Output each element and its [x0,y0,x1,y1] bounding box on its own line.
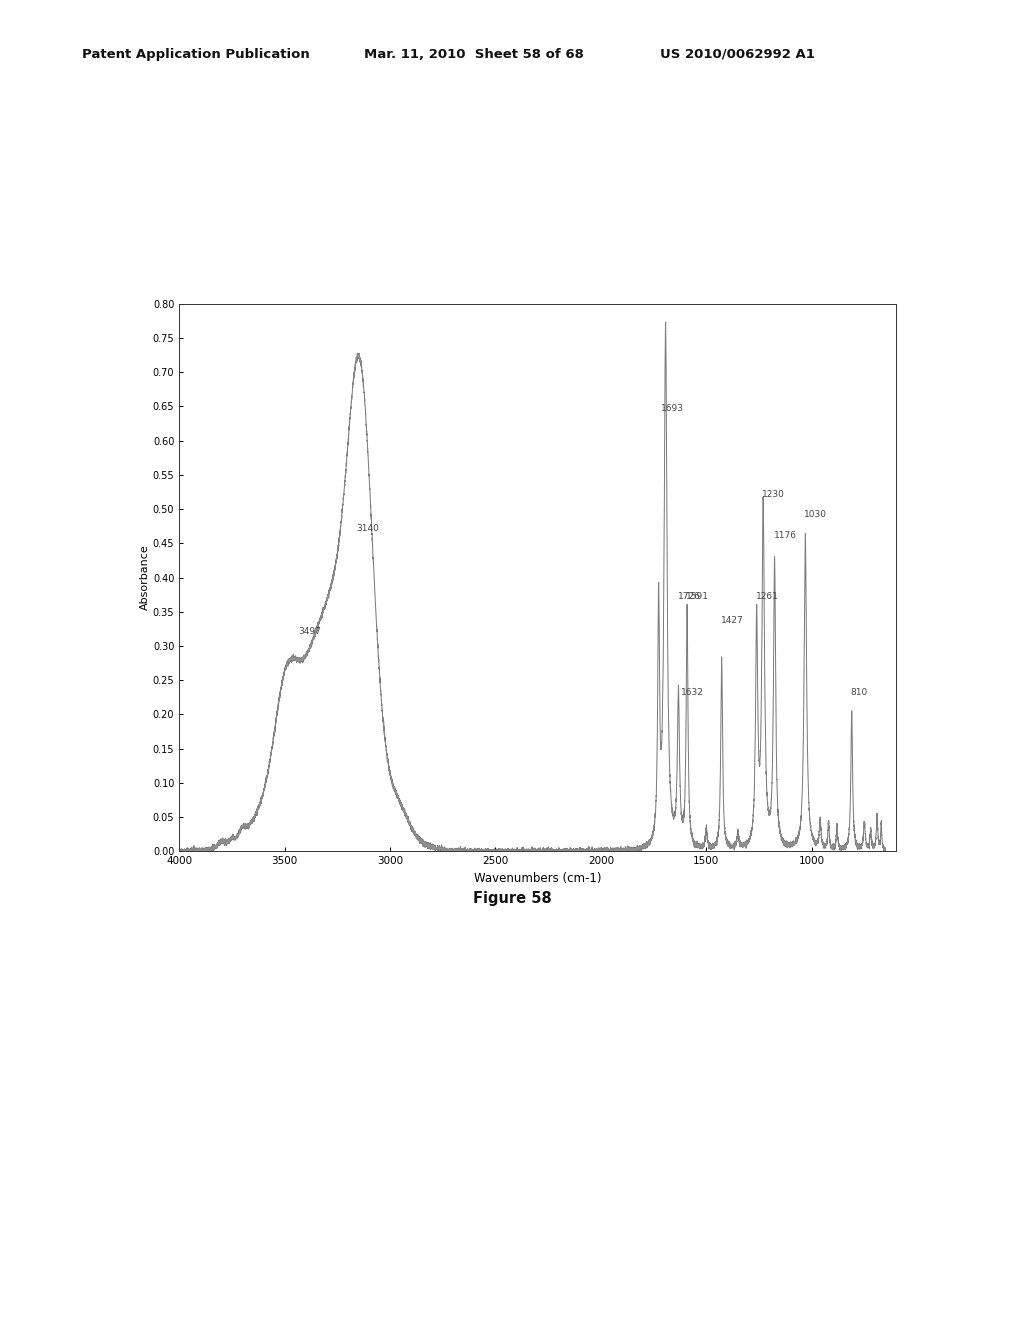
Text: 1591: 1591 [686,593,709,602]
Text: 810: 810 [851,688,868,697]
Text: 3140: 3140 [356,524,379,533]
Y-axis label: Absorbance: Absorbance [140,545,150,610]
Text: 1427: 1427 [721,616,743,626]
Text: Mar. 11, 2010  Sheet 58 of 68: Mar. 11, 2010 Sheet 58 of 68 [364,48,584,61]
Text: 3497: 3497 [298,627,321,636]
Text: 1030: 1030 [804,511,827,519]
Text: 1176: 1176 [773,531,797,540]
Text: Patent Application Publication: Patent Application Publication [82,48,309,61]
Text: 1693: 1693 [662,404,684,413]
Text: 1726: 1726 [678,593,700,602]
Text: 1230: 1230 [762,490,785,499]
Text: US 2010/0062992 A1: US 2010/0062992 A1 [660,48,815,61]
Text: 1261: 1261 [756,593,778,602]
Text: Figure 58: Figure 58 [473,891,551,906]
X-axis label: Wavenumbers (cm-1): Wavenumbers (cm-1) [474,871,601,884]
Text: 1632: 1632 [681,688,703,697]
